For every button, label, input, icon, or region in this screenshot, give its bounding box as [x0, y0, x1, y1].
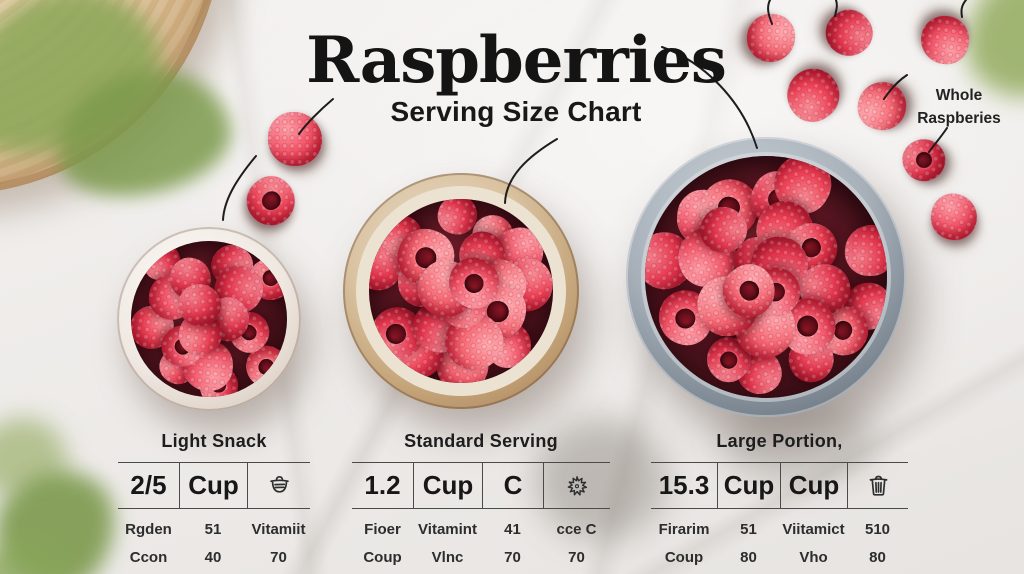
page-subtitle: Serving Size Chart — [390, 96, 642, 128]
serving-value-cell: C — [482, 463, 543, 508]
small-bowl — [117, 227, 301, 411]
whole-raspberries-label: Whole Raspberies — [903, 84, 1015, 130]
raspberry — [895, 131, 953, 189]
nutrient-cell: Firarim Coup — [658, 521, 710, 566]
nutrient-cell: Fioer Coup — [363, 521, 402, 566]
serving-details-row: Rgden Ccon 51 40 Vitamiit 70 — [118, 516, 310, 571]
serving-value-cell: Cup — [179, 463, 247, 508]
soft-shadow — [535, 418, 667, 540]
medium-bowl — [343, 173, 579, 409]
nutrient-cell: 51 80 — [740, 521, 757, 566]
nutrient-cell: 51 40 — [204, 521, 222, 566]
serving-label: Large Portion, — [716, 431, 843, 451]
raspberry — [745, 12, 797, 64]
large-bowl — [626, 137, 906, 417]
serving-section-light-snack: Light Snack 2/5 Cup Rgden Ccon 51 40 Vitamiit… — [118, 421, 310, 571]
nutrient-cell: 510 80 — [864, 521, 891, 566]
raspberry — [237, 167, 305, 235]
medium-bowl-berries — [369, 199, 553, 383]
serving-value-cell: Cup — [780, 463, 847, 508]
small-bowl-berries — [131, 241, 287, 397]
raspberry — [853, 77, 911, 135]
trash-icon — [847, 463, 908, 508]
serving-primary-row: 1.2 Cup C — [352, 462, 610, 509]
serving-section-standard-serving: Standard Serving 1.2 Cup C Fioer Coup Vitami… — [352, 421, 610, 571]
title-block: Raspberries Serving Size Chart — [300, 28, 732, 128]
serving-value-cell: Cup — [413, 463, 482, 508]
serving-details-row: Firarim Coup 51 80 Viitamict Vho 510 80 — [651, 516, 908, 571]
serving-label: Standard Serving — [404, 431, 558, 451]
large-bowl-berries — [645, 156, 887, 398]
serving-primary-row: 2/5 Cup — [118, 462, 310, 509]
nutrient-cell: 41 70 — [504, 521, 521, 566]
serving-value-cell: 1.2 — [364, 470, 401, 500]
whole-raspberries-line1: Whole — [935, 87, 983, 104]
serving-value-cell: 2/5 — [130, 470, 167, 500]
serving-value-cell: Cup — [717, 463, 780, 508]
nutrient-cell: Viitamict Vho — [782, 521, 845, 566]
page-title: Raspberries — [306, 23, 727, 98]
nutrient-cell: Rgden Ccon — [125, 521, 172, 566]
whole-raspberries-line2: Raspberies — [917, 110, 1001, 127]
flower-icon — [543, 463, 610, 508]
nutrient-cell: Vitamiit 70 — [251, 521, 306, 566]
nutrient-cell: Vitamint Vlnc — [418, 521, 477, 566]
nutrient-cell: cce C 70 — [556, 521, 597, 566]
serving-details-row: Fioer Coup Vitamint Vlnc 41 70 cce C 70 — [352, 516, 610, 571]
raspberry — [776, 58, 850, 132]
basket-icon — [247, 463, 310, 508]
serving-primary-row: 15.3 Cup Cup — [651, 462, 908, 509]
raspberry — [925, 188, 983, 246]
serving-section-large-portion: Large Portion, 15.3 Cup Cup Firarim Coup 51 8… — [651, 421, 908, 571]
serving-label: Light Snack — [161, 431, 267, 451]
raspberry — [917, 12, 973, 68]
raspberry — [816, 0, 882, 66]
serving-value-cell: 15.3 — [658, 470, 710, 500]
